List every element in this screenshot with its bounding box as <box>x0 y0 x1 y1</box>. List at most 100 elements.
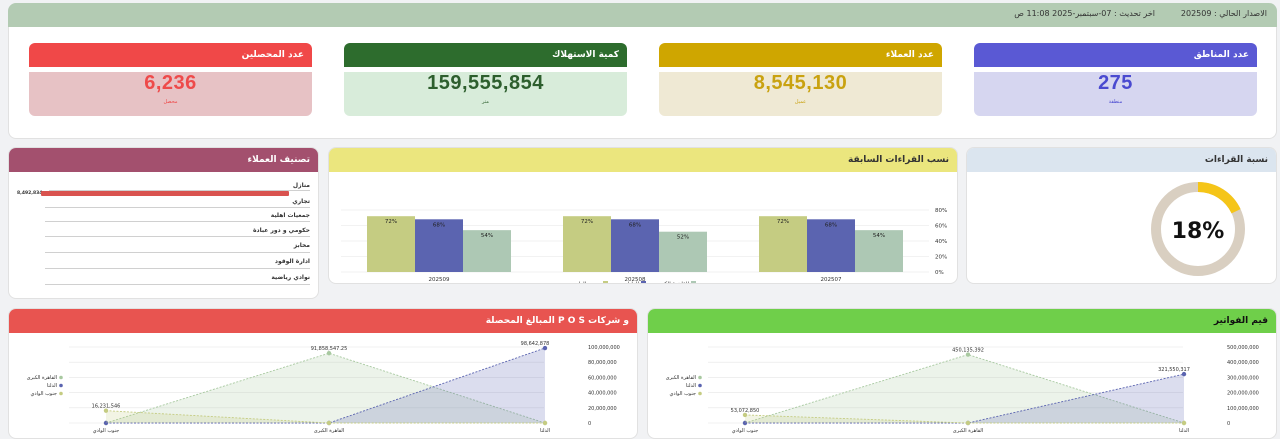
kpi-value: 275 <box>1098 72 1133 94</box>
bar <box>463 230 511 272</box>
category-label: نوادي رياضية <box>271 274 310 281</box>
point-data-label: 321,550,317 <box>1158 367 1190 373</box>
invoices-card: قيم الفواتير 500,000,000 400,000,000 300,0… <box>647 308 1277 439</box>
row-line <box>45 284 310 285</box>
y-tick-label: 500,000,000 <box>1227 345 1259 351</box>
series-line <box>744 414 1184 424</box>
legend-label: القاهرة الكبرى <box>656 281 690 285</box>
customer-class-card: تصنيف العملاء 8,492,834 منازل تجاري جمعي… <box>8 147 319 299</box>
series-point <box>742 420 748 426</box>
kpi-regions: عدد المناطق 275 منطقة <box>974 43 1257 116</box>
series-area <box>745 354 1184 423</box>
row-line <box>45 207 310 208</box>
series-line <box>745 373 1185 424</box>
legend-label: جنوب الوادي <box>669 391 696 397</box>
bar <box>659 231 707 272</box>
x-tick-label: 202508 <box>625 277 646 283</box>
series-point <box>103 408 109 413</box>
bar-data-label: 54% <box>481 233 493 239</box>
card-title: نسبة القراءات <box>967 148 1276 172</box>
series-area <box>745 374 1184 423</box>
kpi-title: عدد المحصلين <box>29 43 312 67</box>
legend-label: الدلتا <box>628 282 640 285</box>
row-line <box>45 236 310 237</box>
legend-label: جنوب الوادي <box>572 282 601 285</box>
y-tick-label: 200,000,000 <box>1227 391 1259 397</box>
card-title: قيم الفواتير <box>648 309 1276 333</box>
series-point <box>542 420 548 426</box>
legend-label: القاهرة الكبرى <box>27 375 57 381</box>
legend-label: جنوب الوادي <box>30 391 57 397</box>
kpi-consumption: كمية الاستهلاك 159,555,854 متر <box>344 43 627 116</box>
readings-ratio-card: نسبة القراءات 18% <box>966 147 1277 284</box>
category-label: منازل <box>292 182 310 189</box>
series-point <box>326 420 332 426</box>
legend-swatch <box>691 281 696 283</box>
series-point <box>326 350 332 356</box>
card-title: المبالغ المحصلة P O S و شركات <box>9 309 637 333</box>
series-line <box>105 352 546 424</box>
bar-data-label: 54% <box>873 233 885 239</box>
point-data-label: 98,642,878 <box>521 341 550 347</box>
y-tick-label: 300,000,000 <box>1227 375 1259 381</box>
y-tick-label: 20% <box>935 255 947 261</box>
legend-label: الدلتا <box>47 383 57 389</box>
series-line <box>744 354 1185 424</box>
kpi-title: عدد المناطق <box>974 43 1257 67</box>
x-tick-label: الدلتا <box>540 428 550 434</box>
card-title: نسب القراءات السابقة <box>329 148 957 172</box>
y-tick-label: 80% <box>935 208 947 214</box>
row-line <box>45 252 310 253</box>
series-point <box>742 412 748 418</box>
x-tick-label: 202507 <box>821 277 842 283</box>
series-area <box>106 348 545 423</box>
point-data-label: 16,231,546 <box>92 404 121 410</box>
category-label: ادارة الوقود <box>274 258 310 265</box>
x-tick-label: جنوب الوادي <box>732 428 759 434</box>
series-point <box>1181 371 1187 377</box>
kpi-collectors: عدد المحصلين 6,236 محصل <box>29 43 312 116</box>
y-tick-label: 60% <box>935 224 947 230</box>
legend-swatch <box>59 391 63 396</box>
kpi-value: 6,236 <box>144 72 197 94</box>
kpi-section: عدد المناطق 275 منطقة عدد العملاء 8,545,… <box>8 27 1277 139</box>
legend-swatch <box>698 375 702 380</box>
x-tick-label: 202509 <box>429 277 450 283</box>
kpi-unit: متر <box>482 99 489 105</box>
prev-readings-card: نسب القراءات السابقة 80% 60% 40% 20% 0% 72% 68… <box>328 147 958 284</box>
donut-value: 18% <box>1172 219 1225 244</box>
collections-chart: 100,000,000 80,000,000 60,000,000 40,000,00… <box>27 341 620 434</box>
bar <box>807 219 855 272</box>
bar-data-label: 52% <box>677 235 689 241</box>
kpi-unit: منطقة <box>1108 99 1123 105</box>
y-tick-label: 0 <box>588 421 591 427</box>
bar <box>415 219 463 272</box>
point-data-label: 53,072,850 <box>731 408 760 414</box>
readings-donut: 18% <box>1151 182 1245 276</box>
row-line <box>49 190 310 191</box>
series-point <box>1181 420 1187 426</box>
kpi-unit: محصل <box>163 99 178 105</box>
bar-data-label: 68% <box>433 222 445 228</box>
y-tick-label: 400,000,000 <box>1227 360 1259 366</box>
version-label: الاصدار الحالي : 202509 <box>1180 9 1267 18</box>
y-tick-label: 60,000,000 <box>588 375 617 381</box>
bar <box>855 230 903 272</box>
kpi-title: كمية الاستهلاك <box>344 43 627 67</box>
last-update-label: اخر تحديث : 07-سبتمبر-2025 11:08 ص <box>1014 9 1155 18</box>
series-point <box>103 420 109 426</box>
bar-data-label: 72% <box>385 219 397 225</box>
bar <box>367 216 415 272</box>
y-tick-label: 0 <box>1227 421 1230 427</box>
legend-swatch <box>698 391 702 396</box>
series-line <box>106 347 546 424</box>
card-title: تصنيف العملاء <box>9 148 318 172</box>
x-tick-label: الدلتا <box>1179 428 1189 434</box>
header-bar: الاصدار الحالي : 202509 اخر تحديث : 07-س… <box>8 3 1277 27</box>
point-data-label: 91,858,547.25 <box>311 346 348 352</box>
y-tick-label: 40% <box>935 239 947 245</box>
legend-swatch <box>603 281 608 283</box>
y-tick-label: 0% <box>935 270 944 276</box>
kpi-value: 159,555,854 <box>427 72 544 94</box>
y-tick-label: 40,000,000 <box>588 391 617 397</box>
